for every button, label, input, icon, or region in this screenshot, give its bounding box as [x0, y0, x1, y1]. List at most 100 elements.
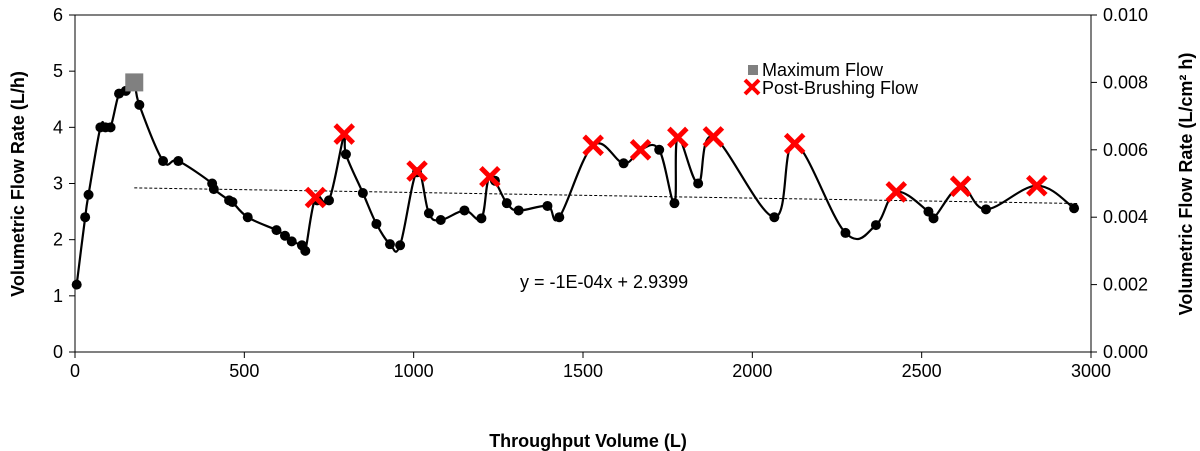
- y-tick-label: 0: [53, 342, 63, 362]
- y-tick-label: 1: [53, 286, 63, 306]
- data-point: [501, 198, 512, 209]
- x-tick-label: 0: [70, 361, 80, 381]
- post-brushing-stroke: [629, 139, 652, 161]
- data-point: [357, 188, 368, 199]
- data-point: [870, 220, 881, 231]
- data-point: [395, 240, 406, 251]
- x-tick-label: 1000: [394, 361, 434, 381]
- y-axis-title: Volumetric Flow Rate (L/h): [8, 71, 28, 297]
- post-brushing-point: [304, 186, 327, 209]
- y2-tick-label: 0.004: [1103, 207, 1148, 227]
- y-tick-label: 3: [53, 174, 63, 194]
- axes-layer: 0 500 1000 1500 2000 2500 3000 0 1 2 3 4 5 6 0.000 0.00…: [53, 5, 1148, 381]
- data-point: [173, 156, 184, 167]
- post-brushing-stroke: [333, 123, 356, 145]
- plot-frame: [74, 14, 1092, 353]
- post-brushing-stroke: [885, 181, 908, 203]
- curve-layer: [75, 80, 1075, 285]
- y-tick-label: 6: [53, 5, 63, 25]
- data-point: [423, 208, 434, 219]
- trendline-equation: y = -1E-04x + 2.9399: [520, 272, 688, 292]
- data-point: [435, 215, 446, 226]
- y2-tick-label: 0.006: [1103, 140, 1148, 160]
- data-point: [1069, 203, 1080, 214]
- data-point: [476, 213, 487, 224]
- data-point: [769, 212, 780, 223]
- post-brushing-point: [783, 132, 806, 155]
- y-tick-label: 2: [53, 230, 63, 250]
- post-brushing-point: [582, 134, 604, 157]
- data-point: [840, 227, 851, 238]
- y2-tick-label: 0.000: [1103, 342, 1148, 362]
- post-brushing-stroke: [667, 126, 689, 149]
- post-brushing-point: [479, 165, 501, 188]
- post-brushing-stroke: [702, 126, 725, 148]
- x-tick-label: 2000: [732, 361, 772, 381]
- data-point: [80, 212, 91, 223]
- legend-maximum-flow-label: Maximum Flow: [762, 60, 884, 80]
- data-point: [208, 184, 219, 195]
- post-brushing-point: [1026, 174, 1048, 197]
- data-point: [371, 218, 382, 229]
- post-brushing-point: [333, 123, 356, 145]
- data-point: [981, 204, 992, 215]
- x-tick-label: 3000: [1071, 361, 1111, 381]
- data-point: [300, 245, 311, 256]
- data-point: [928, 213, 939, 224]
- legend-maximum-flow-marker: [748, 65, 758, 75]
- x-tick-label: 2500: [902, 361, 942, 381]
- post-brushing-stroke: [479, 165, 501, 188]
- data-point: [134, 99, 145, 110]
- y2-tick-label: 0.008: [1103, 72, 1148, 92]
- data-point: [227, 197, 238, 208]
- y-tick-label: 4: [53, 117, 63, 137]
- data-point: [542, 200, 553, 211]
- post-brushing-point: [667, 126, 689, 149]
- post-brushing-point: [406, 160, 428, 182]
- data-point: [513, 205, 524, 216]
- y2-axis-title: Volumetric Flow Rate (L/cm² h): [1176, 53, 1196, 316]
- legend: Maximum Flow Post-Brushing Flow: [743, 60, 919, 98]
- x-axis-title: Throughput Volume (L): [489, 431, 687, 451]
- data-point: [324, 195, 334, 206]
- flow-curve: [75, 80, 1075, 285]
- trendline-layer: [134, 187, 1078, 205]
- y2-tick-label: 0.002: [1103, 275, 1148, 295]
- post-brushing-stroke: [304, 186, 327, 209]
- y-tick-label: 5: [53, 61, 63, 81]
- data-point: [71, 279, 82, 290]
- marks-layer: [71, 73, 1080, 290]
- maximum-flow-point: [125, 73, 144, 92]
- data-point: [83, 189, 94, 200]
- data-point: [105, 122, 116, 133]
- trendline: [134, 187, 1078, 205]
- data-point: [669, 198, 680, 209]
- data-point: [242, 212, 253, 223]
- data-point: [279, 230, 290, 241]
- y2-tick-label: 0.010: [1103, 5, 1148, 25]
- data-point: [158, 156, 169, 167]
- post-brushing-point: [885, 181, 908, 203]
- data-point: [384, 239, 395, 250]
- post-brushing-point: [702, 126, 725, 148]
- post-brushing-point: [949, 175, 972, 198]
- post-brushing-stroke: [1026, 174, 1048, 197]
- post-brushing-stroke: [949, 175, 972, 198]
- data-point: [340, 149, 351, 160]
- data-point: [459, 205, 470, 216]
- data-point: [618, 158, 629, 169]
- legend-post-brushing-label: Post-Brushing Flow: [762, 78, 919, 98]
- post-brushing-stroke: [783, 132, 806, 155]
- post-brushing-stroke: [406, 160, 428, 182]
- legend-post-brushing-marker: [743, 78, 761, 96]
- x-tick-label: 1500: [563, 361, 603, 381]
- data-point: [693, 178, 704, 189]
- x-tick-label: 500: [229, 361, 259, 381]
- data-point: [654, 144, 665, 155]
- data-point: [271, 225, 282, 236]
- post-brushing-point: [629, 139, 652, 161]
- data-point: [554, 212, 565, 223]
- post-brushing-stroke: [582, 134, 604, 157]
